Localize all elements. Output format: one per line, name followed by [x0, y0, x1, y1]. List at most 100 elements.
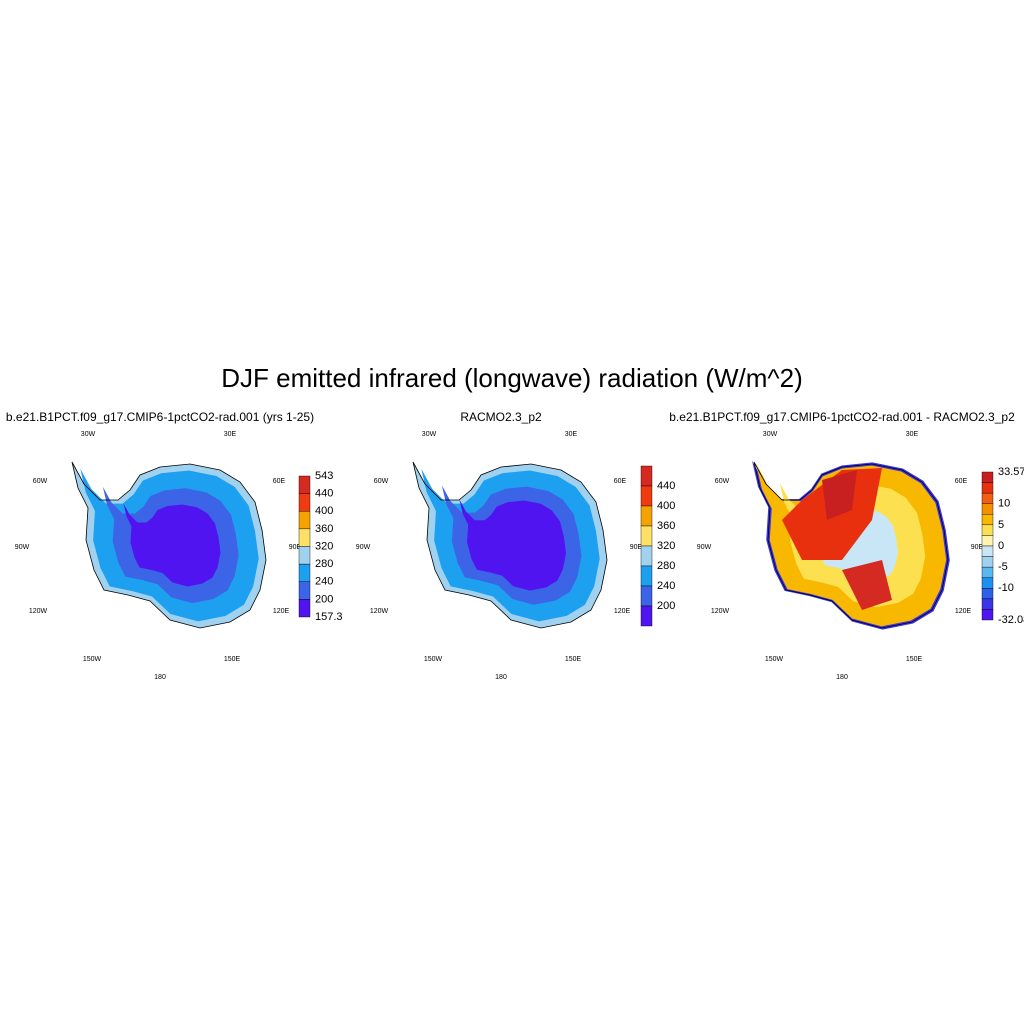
lon-label: 150W	[424, 656, 443, 663]
lon-label: 120E	[955, 608, 972, 615]
lon-label: 30W	[763, 431, 778, 438]
colorbar-label: 157.3	[315, 611, 343, 623]
colorbar-box	[640, 605, 653, 627]
lon-label: 30E	[906, 431, 919, 438]
lon-label: 150E	[224, 656, 241, 663]
lon-label: 150W	[83, 656, 102, 663]
colorbar-label: 440	[657, 480, 675, 492]
colorbar-label: 0	[998, 540, 1004, 552]
lon-label: 90W	[697, 544, 712, 551]
colorbar-label: 360	[657, 520, 675, 532]
colorbar-label: -5	[998, 561, 1008, 573]
colorbar-box	[981, 503, 994, 515]
lon-label: 30E	[224, 431, 237, 438]
colorbar-label: -10	[998, 582, 1014, 594]
lon-label: 90W	[356, 544, 371, 551]
colorbar-label: 10	[998, 498, 1010, 510]
lon-label: 90E	[289, 544, 302, 551]
lon-label: 30W	[422, 431, 437, 438]
lon-label: 60E	[955, 478, 968, 485]
lon-label: 120E	[614, 608, 631, 615]
lon-label: 180	[836, 674, 848, 681]
colorbar-box	[298, 581, 311, 600]
colorbar-box	[298, 475, 311, 494]
lon-label: 60W	[33, 478, 48, 485]
lon-label: 90E	[971, 544, 984, 551]
colorbar-label: 320	[315, 540, 333, 552]
colorbar-box	[298, 546, 311, 565]
lon-label: 60W	[374, 478, 389, 485]
lon-label: 120W	[29, 608, 48, 615]
map-panel	[412, 461, 608, 629]
lon-label: 180	[495, 674, 507, 681]
colorbar-label: 280	[657, 560, 675, 572]
lon-label: 150W	[765, 656, 784, 663]
colorbar-box	[298, 599, 311, 618]
colorbar-box	[640, 485, 653, 507]
lon-label: 90E	[630, 544, 643, 551]
panel-title: RACMO2.3_p2	[460, 410, 542, 424]
colorbar-box	[981, 545, 994, 557]
map-field	[822, 470, 857, 520]
colorbar-label: 200	[657, 600, 675, 612]
colorbar-box	[298, 528, 311, 547]
colorbar-label: 400	[657, 500, 675, 512]
figure-title: DJF emitted infrared (longwave) radiatio…	[221, 363, 803, 393]
colorbar-box	[981, 566, 994, 578]
map-panel	[71, 461, 267, 629]
lon-label: 60W	[715, 478, 730, 485]
colorbar-box	[981, 482, 994, 494]
colorbar-box	[981, 609, 994, 621]
map-field	[459, 499, 567, 591]
colorbar-label: 320	[657, 540, 675, 552]
map-field	[842, 560, 892, 610]
colorbar-box	[981, 577, 994, 589]
colorbar-box	[640, 525, 653, 547]
lon-label: 150E	[906, 656, 923, 663]
map-panel	[751, 460, 950, 630]
colorbar-box	[981, 535, 994, 547]
colorbar-box	[298, 511, 311, 530]
colorbar-label: 200	[315, 593, 333, 605]
colorbar-label: 5	[998, 519, 1004, 531]
lon-label: 120W	[711, 608, 730, 615]
colorbar-box	[981, 556, 994, 568]
colorbar-box	[640, 585, 653, 607]
colorbar-box	[640, 465, 653, 487]
lon-label: 30E	[565, 431, 578, 438]
colorbar-box	[981, 524, 994, 536]
colorbar-label: 240	[315, 576, 333, 588]
panel-title: b.e21.B1PCT.f09_g17.CMIP6-1pctCO2-rad.00…	[669, 410, 1015, 424]
lon-label: 60E	[614, 478, 627, 485]
colorbar-label: -32.08	[998, 614, 1024, 626]
colorbar-label: 400	[315, 505, 333, 517]
colorbar-label: 33.57	[998, 466, 1024, 478]
colorbar-box	[981, 471, 994, 483]
lon-label: 180	[154, 674, 166, 681]
colorbar-box	[981, 588, 994, 600]
colorbar-box	[640, 505, 653, 527]
colorbar-box	[640, 545, 653, 567]
colorbar-label: 280	[315, 558, 333, 570]
lon-label: 30W	[81, 431, 96, 438]
lon-label: 120W	[370, 608, 389, 615]
lon-label: 60E	[273, 478, 286, 485]
colorbar-box	[640, 565, 653, 587]
coastline	[71, 461, 267, 629]
panel-title: b.e21.B1PCT.f09_g17.CMIP6-1pctCO2-rad.00…	[6, 410, 314, 424]
coastline	[753, 461, 949, 629]
map-field	[123, 503, 221, 587]
colorbar-label: 440	[315, 488, 333, 500]
colorbar-box	[981, 514, 994, 526]
colorbar-box	[981, 598, 994, 610]
lon-label: 150E	[565, 656, 582, 663]
colorbar-box	[298, 493, 311, 512]
colorbar-label: 240	[657, 580, 675, 592]
coastline	[412, 461, 608, 629]
colorbar-label: 360	[315, 523, 333, 535]
lon-label: 90W	[15, 544, 30, 551]
colorbar-box	[981, 492, 994, 504]
lon-label: 120E	[273, 608, 290, 615]
colorbar-label: 543	[315, 470, 333, 482]
